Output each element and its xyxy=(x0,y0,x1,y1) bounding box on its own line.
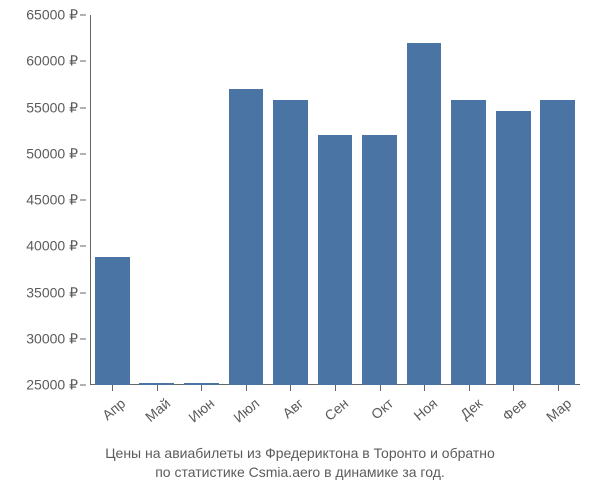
y-tick-label: 25000 ₽ xyxy=(26,377,78,394)
x-tick-mark xyxy=(157,385,158,391)
y-tick-mark xyxy=(80,15,86,16)
x-tick-label: Ноя xyxy=(404,395,440,429)
bar xyxy=(318,135,353,385)
y-tick-mark xyxy=(80,385,86,386)
y-axis: 25000 ₽30000 ₽35000 ₽40000 ₽45000 ₽50000… xyxy=(0,15,90,385)
y-tick-label: 60000 ₽ xyxy=(26,53,78,70)
x-tick-mark xyxy=(469,385,470,391)
y-tick-mark xyxy=(80,338,86,339)
x-tick-label: Мар xyxy=(538,395,574,429)
y-tick-label: 65000 ₽ xyxy=(26,7,78,24)
y-tick-mark xyxy=(80,200,86,201)
x-tick-label: Июл xyxy=(226,395,262,429)
y-tick-mark xyxy=(80,153,86,154)
x-tick-mark xyxy=(246,385,247,391)
bar xyxy=(362,135,397,385)
x-tick-mark xyxy=(424,385,425,391)
bar xyxy=(496,111,531,385)
y-tick-mark xyxy=(80,61,86,62)
x-tick-label: Авг xyxy=(270,395,306,429)
bar xyxy=(95,257,130,385)
x-tick-mark xyxy=(290,385,291,391)
bar xyxy=(273,100,308,385)
bar xyxy=(407,43,442,385)
x-tick-mark xyxy=(558,385,559,391)
y-tick-label: 30000 ₽ xyxy=(26,330,78,347)
caption-line-1: Цены на авиабилеты из Фредериктона в Тор… xyxy=(105,445,495,461)
x-tick-label: Дек xyxy=(449,395,485,429)
x-tick-mark xyxy=(335,385,336,391)
bar xyxy=(229,89,264,385)
x-tick-label: Май xyxy=(137,395,173,429)
y-tick-label: 55000 ₽ xyxy=(26,99,78,116)
y-tick-label: 50000 ₽ xyxy=(26,145,78,162)
x-tick-label: Окт xyxy=(359,395,395,429)
x-tick-label: Сен xyxy=(315,395,351,429)
x-tick-mark xyxy=(201,385,202,391)
x-tick-label: Июн xyxy=(181,395,217,429)
x-tick-mark xyxy=(380,385,381,391)
y-tick-mark xyxy=(80,292,86,293)
y-tick-label: 40000 ₽ xyxy=(26,238,78,255)
bar xyxy=(540,100,575,385)
bar xyxy=(451,100,486,385)
x-tick-label: Фев xyxy=(493,395,529,429)
caption-line-2: по статистике Csmia.aero в динамике за г… xyxy=(155,464,445,480)
y-tick-mark xyxy=(80,246,86,247)
price-chart: 25000 ₽ 30000 ₽ 35000 ₽ 40000 ₽ 45000 ₽ 50000… xyxy=(0,0,600,500)
plot-area: АпрМайИюнИюлАвгСенОктНояДекФевМар xyxy=(90,15,580,385)
chart-caption: Цены на авиабилеты из Фредериктона в Тор… xyxy=(0,444,600,482)
y-tick-label: 35000 ₽ xyxy=(26,284,78,301)
x-tick-mark xyxy=(112,385,113,391)
y-tick-mark xyxy=(80,107,86,108)
x-tick-label: Апр xyxy=(92,395,128,429)
bars-container xyxy=(90,15,580,385)
x-tick-mark xyxy=(513,385,514,391)
y-tick-label: 45000 ₽ xyxy=(26,192,78,209)
